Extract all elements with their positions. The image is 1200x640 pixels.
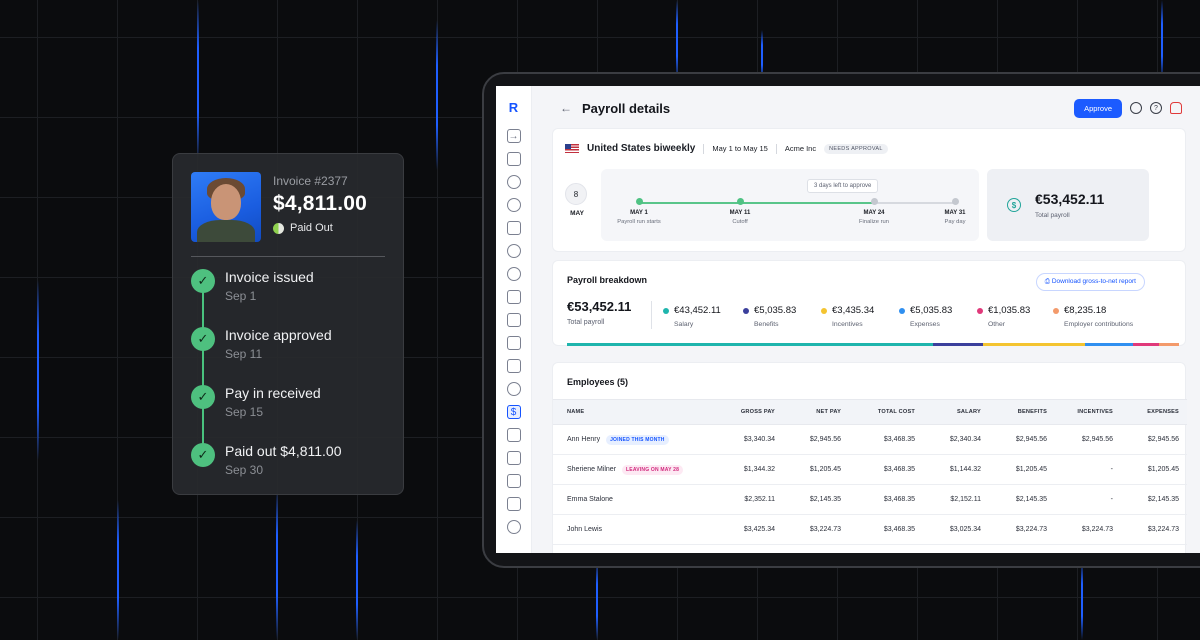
- accent-line: [356, 520, 358, 640]
- heart-icon[interactable]: [506, 267, 521, 281]
- table-row[interactable]: Emma Stalone $2,352.11 $2,145.35 $3,468.…: [553, 485, 1187, 515]
- accent-line: [436, 20, 438, 170]
- payroll-run-card: United States biweekly May 1 to May 15 A…: [552, 128, 1186, 252]
- step: MAY 31 Pay day: [915, 198, 995, 225]
- document-icon[interactable]: [506, 290, 521, 304]
- table-row[interactable]: Sheriene Milner LEAVING ON MAY 28 $1,344.…: [553, 455, 1187, 485]
- run-title: United States biweekly: [587, 143, 696, 154]
- avatar: [191, 172, 261, 242]
- breakdown-item: €1,035.83 Other: [977, 305, 1030, 328]
- search-icon[interactable]: [1130, 102, 1142, 114]
- accent-line: [276, 490, 278, 640]
- breakdown-item: €8,235.18 Employer contributions: [1053, 305, 1133, 328]
- add-user-icon[interactable]: [506, 198, 521, 212]
- status-badge: NEEDS APPROVAL: [824, 143, 888, 154]
- sidebar: R → $: [496, 86, 532, 553]
- date-tile: 8 MAY: [565, 183, 589, 217]
- logo: R: [508, 100, 519, 115]
- approve-button[interactable]: Approve: [1074, 98, 1122, 118]
- tooltip: 3 days left to approve: [807, 179, 879, 193]
- payroll-breakdown-card: Payroll breakdown ⎙ Download gross-to-ne…: [552, 260, 1186, 346]
- employees-card: Employees (5) NAME GROSS PAY NET PAY TOT…: [552, 362, 1187, 553]
- status-dot-icon: [273, 222, 284, 234]
- table-header: NAME GROSS PAY NET PAY TOTAL COST SALARY…: [553, 399, 1187, 425]
- run-progress: 3 days left to approve MAY 1 Payroll run …: [601, 169, 979, 241]
- accent-line: [676, 0, 678, 80]
- invoice-timeline: ✓ Invoice issued Sep 1 ✓ Invoice approved…: [191, 267, 385, 499]
- run-company: Acme Inc: [784, 144, 817, 153]
- check-icon: ✓: [191, 327, 215, 351]
- employees-table: NAME GROSS PAY NET PAY TOTAL COST SALARY…: [553, 399, 1187, 545]
- timeline-item: ✓ Pay in received Sep 15: [191, 383, 385, 441]
- progress-fill: [639, 202, 873, 204]
- invoice-card: Invoice #2377 $4,811.00 Paid Out ✓ Invoi…: [172, 153, 404, 495]
- check-icon: ✓: [191, 443, 215, 467]
- collapse-icon[interactable]: →: [506, 129, 521, 143]
- breakdown-item: €43,452.11 Salary: [663, 305, 721, 328]
- timeline-item: ✓ Invoice approved Sep 11: [191, 325, 385, 383]
- us-flag-icon: [565, 144, 579, 153]
- export-icon[interactable]: [506, 474, 521, 488]
- breakdown-item: €5,035.83 Benefits: [743, 305, 796, 328]
- accent-line: [761, 30, 763, 80]
- star-icon[interactable]: [506, 336, 521, 350]
- accent-line: [596, 560, 598, 640]
- download-icon: ⎙: [1044, 278, 1052, 285]
- folder-icon[interactable]: [506, 497, 521, 511]
- step: MAY 1 Payroll run starts: [599, 198, 679, 225]
- invoice-number: Invoice #2377: [273, 174, 348, 188]
- check-icon: ✓: [191, 385, 215, 409]
- clock-icon[interactable]: [506, 244, 521, 258]
- table-row[interactable]: Ann Henry JOINED THIS MONTH $3,340.34 $2,…: [553, 425, 1187, 455]
- file-icon[interactable]: [506, 451, 521, 465]
- status-badge: Paid Out: [273, 222, 367, 234]
- receipt-icon[interactable]: [506, 359, 521, 373]
- header: ← Payroll details Approve ?: [532, 86, 1200, 130]
- payroll-app: R → $ ← Payroll details Approve ?: [496, 86, 1200, 553]
- section-title: Employees (5): [567, 377, 629, 387]
- dollar-icon: $: [1007, 198, 1021, 212]
- support-icon[interactable]: [506, 520, 521, 534]
- accent-line: [1081, 560, 1083, 640]
- card-icon[interactable]: [506, 428, 521, 442]
- table-row[interactable]: John Lewis $3,425.34 $3,224.73 $3,468.35…: [553, 515, 1187, 545]
- run-period: May 1 to May 15: [712, 144, 768, 153]
- calculator-icon[interactable]: [506, 313, 521, 327]
- invoice-amount: $4,811.00: [273, 192, 368, 215]
- payroll-dollar-icon[interactable]: $: [506, 405, 521, 419]
- status-badge: LEAVING ON MAY 28: [622, 464, 684, 475]
- divider: [191, 256, 385, 257]
- timeline-item: ✓ Invoice issued Sep 1: [191, 267, 385, 325]
- accent-line: [117, 500, 119, 640]
- check-icon: ✓: [191, 269, 215, 293]
- timeline-item: ✓ Paid out $4,811.00 Sep 30: [191, 441, 385, 499]
- status-badge: JOINED THIS MONTH: [606, 434, 669, 445]
- accent-line: [197, 0, 199, 160]
- chat-icon[interactable]: [506, 382, 521, 396]
- accent-line: [1161, 0, 1163, 80]
- accent-line: [37, 280, 39, 460]
- download-report-button[interactable]: ⎙ Download gross-to-net report: [1035, 273, 1145, 291]
- breakdown-bar: [567, 343, 1179, 346]
- calendar-icon[interactable]: [506, 221, 521, 235]
- panel-icon[interactable]: [506, 152, 521, 166]
- breakdown-item: €3,435.34 Incentives: [821, 305, 874, 328]
- back-arrow-icon[interactable]: ←: [560, 101, 572, 115]
- step: MAY 11 Cutoff: [700, 198, 780, 225]
- section-title: Payroll breakdown: [567, 275, 648, 285]
- people-icon[interactable]: [506, 175, 521, 189]
- help-icon[interactable]: ?: [1150, 102, 1162, 114]
- breakdown-item: €5,035.83 Expenses: [899, 305, 952, 328]
- page-title: Payroll details: [582, 100, 671, 116]
- total-payroll-box: $ €53,452.11 Total payroll: [987, 169, 1149, 241]
- bell-icon[interactable]: [1170, 102, 1182, 114]
- step: MAY 24 Finalize run: [834, 198, 914, 225]
- breakdown-total: €53,452.11 Total payroll: [567, 299, 632, 326]
